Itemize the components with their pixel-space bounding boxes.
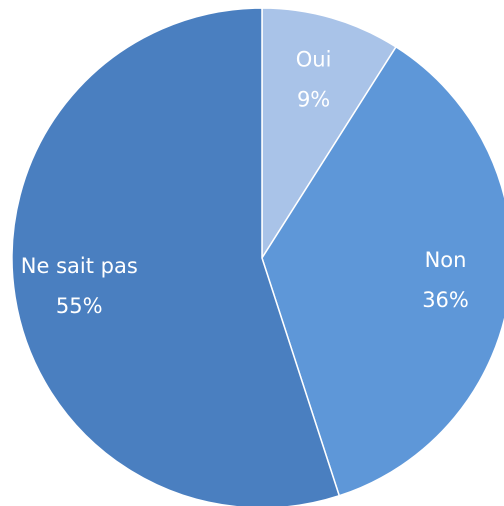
pie-slice xyxy=(261,7,397,261)
slice-value-label: 55% xyxy=(56,294,103,318)
pie-slice xyxy=(261,45,504,497)
slice-label: Ne sait pas xyxy=(21,254,138,278)
slice-label: Non xyxy=(425,248,467,272)
slice-value-label: 36% xyxy=(422,288,469,312)
slice-value-label: 9% xyxy=(297,87,330,111)
slice-label: Oui xyxy=(296,47,332,71)
pie-slice xyxy=(11,7,341,506)
